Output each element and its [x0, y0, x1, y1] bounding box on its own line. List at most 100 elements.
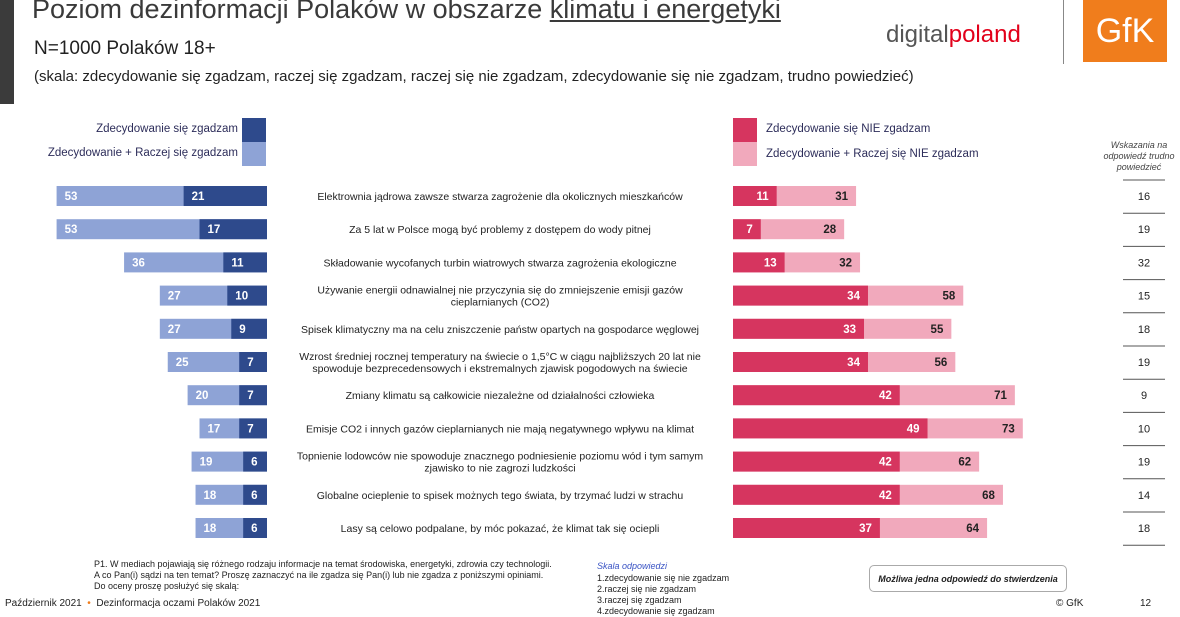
label-agree-total: 18	[204, 490, 217, 502]
bar-disagree-strong	[733, 285, 868, 306]
gfk-logo: GfK	[1083, 0, 1167, 62]
label-dont-know: 19	[1138, 224, 1150, 236]
statement-label-line1: Używanie energii odnawialnej nie przyczy…	[317, 285, 683, 297]
label-disagree-total: 64	[966, 523, 979, 535]
legend-agree-total-label: Zdecydowanie + Raczej się zgadzam	[47, 147, 238, 159]
footer-bullet-icon: •	[84, 598, 94, 609]
label-disagree-total: 73	[1002, 423, 1015, 435]
bar-agree-strong	[239, 385, 267, 406]
page-title: Poziom dezinformacji Polaków w obszarze …	[32, 0, 781, 25]
footer-report: Dezinformacja oczami Polaków 2021	[96, 598, 261, 609]
bar-agree-strong	[227, 285, 267, 306]
label-dont-know: 18	[1138, 523, 1150, 535]
bar-agree-strong	[183, 186, 267, 206]
label-disagree-total: 58	[942, 291, 955, 303]
label-agree-strong: 6	[251, 523, 257, 535]
question-line-1: P1. W mediach pojawiają się różnego rodz…	[94, 559, 552, 569]
bar-agree-strong	[231, 318, 267, 339]
bar-disagree-strong	[733, 318, 865, 339]
legend-disagree-total-swatch	[733, 142, 757, 166]
scale-item-1: 1.zdecydowanie się nie zgadzam	[597, 573, 730, 583]
title-prefix: Poziom dezinformacji Polaków w obszarze	[32, 0, 543, 24]
label-dont-know: 10	[1138, 423, 1150, 435]
bar-disagree-strong	[733, 418, 928, 439]
label-agree-total: 53	[65, 191, 78, 203]
label-agree-strong: 6	[251, 457, 257, 469]
bar-disagree-strong	[733, 186, 777, 206]
label-agree-strong: 17	[208, 224, 221, 236]
label-dont-know: 32	[1138, 257, 1150, 269]
label-disagree-total: 31	[835, 191, 848, 203]
legend-disagree-strong-swatch	[733, 118, 757, 142]
bar-disagree-strong	[733, 484, 900, 505]
statement-label: Za 5 lat w Polsce mogą być problemy z do…	[349, 224, 651, 236]
bar-agree-strong	[239, 352, 267, 372]
legend-agree-strong-label: Zdecydowanie się zgadzam	[96, 123, 238, 135]
label-disagree-strong: 7	[746, 224, 752, 236]
label-disagree-total: 68	[982, 490, 995, 502]
label-disagree-strong: 42	[879, 490, 892, 502]
label-agree-strong: 7	[247, 390, 253, 402]
bar-disagree-strong	[733, 518, 880, 538]
question-line-3: Do oceny proszę posłużyć się skalą:	[94, 581, 240, 591]
question-line-2: A co Pan(i) sądzi na ten temat? Proszę z…	[94, 570, 544, 580]
legend-agree-total-swatch	[242, 142, 266, 166]
logo-dp-main: digital	[886, 21, 949, 48]
label-dont-know: 14	[1138, 490, 1150, 502]
bar-disagree-strong	[733, 352, 868, 372]
answer-note-box: Możliwa jedna odpowiedź do stwierdzenia	[869, 565, 1067, 592]
label-agree-total: 53	[65, 224, 78, 236]
label-disagree-strong: 37	[859, 523, 872, 535]
statement-label-line1: Topnienie lodowców nie spowoduje znaczne…	[297, 451, 703, 463]
gfk-logo-text: GfK	[1095, 11, 1155, 50]
scale-item-2: 2.raczej się nie zgadzam	[597, 584, 697, 594]
label-agree-strong: 10	[235, 291, 248, 303]
label-disagree-total: 55	[931, 324, 944, 336]
label-agree-strong: 11	[231, 257, 244, 269]
legend-agree-strong-swatch	[242, 118, 266, 142]
dont-know-header: Wskazania na odpowiedź trudno powiedzieć	[1103, 140, 1175, 172]
legend-disagree-total-label: Zdecydowanie + Raczej się NIE zgadzam	[766, 148, 979, 160]
label-dont-know: 15	[1138, 291, 1150, 303]
label-disagree-strong: 11	[756, 191, 769, 203]
label-disagree-strong: 33	[843, 324, 856, 336]
label-disagree-strong: 49	[907, 423, 920, 435]
sample-size: N=1000 Polaków 18+	[34, 38, 216, 59]
label-dont-know: 19	[1138, 357, 1150, 369]
label-disagree-total: 71	[994, 390, 1007, 402]
label-agree-strong: 7	[247, 357, 253, 369]
statement-label: Spisek klimatyczny ma na celu zniszczeni…	[301, 324, 699, 336]
label-dont-know: 19	[1138, 457, 1150, 469]
label-agree-total: 17	[208, 423, 221, 435]
page-number: 12	[1140, 598, 1152, 609]
label-agree-total: 36	[132, 257, 145, 269]
label-agree-total: 27	[168, 291, 181, 303]
bar-disagree-strong	[733, 252, 785, 273]
digitalpoland-logo: digitalpoland	[886, 21, 1021, 49]
footer-source: Październik 2021 • Dezinformacja oczami …	[5, 598, 260, 609]
label-disagree-strong: 34	[847, 357, 860, 369]
statement-label: Lasy są celowo podpalane, by móc pokazać…	[341, 523, 660, 535]
title-underlined: klimatu i energetyki	[549, 0, 781, 24]
footer-date: Październik 2021	[5, 598, 82, 609]
bar-agree-strong	[199, 219, 267, 240]
statement-label-line2: cieplarnianych (CO2)	[451, 297, 550, 309]
label-agree-total: 20	[196, 390, 209, 402]
scale-item-3: 3.raczej się zgadzam	[597, 595, 682, 605]
label-disagree-strong: 42	[879, 390, 892, 402]
bar-agree-strong	[243, 451, 267, 472]
label-agree-strong: 9	[239, 324, 245, 336]
statement-label: Globalne ocieplenie to spisek możnych te…	[317, 490, 684, 502]
label-agree-total: 25	[176, 357, 189, 369]
statement-label: Składowanie wycofanych turbin wiatrowych…	[323, 257, 676, 269]
logo-dp-accent: poland	[948, 21, 1021, 48]
statement-label: Zmiany klimatu są całkowicie niezależne …	[346, 390, 655, 402]
scale-item-4: 4.zdecydowanie się zgadzam	[597, 606, 715, 616]
label-disagree-total: 62	[958, 457, 971, 469]
statement-label: Elektrownia jądrowa zawsze stwarza zagro…	[317, 191, 683, 203]
label-disagree-total: 28	[823, 224, 836, 236]
label-agree-strong: 21	[192, 191, 205, 203]
label-disagree-strong: 42	[879, 457, 892, 469]
statement-label-line2: spowoduje bezprecedensowych i ekstremaln…	[312, 363, 687, 375]
